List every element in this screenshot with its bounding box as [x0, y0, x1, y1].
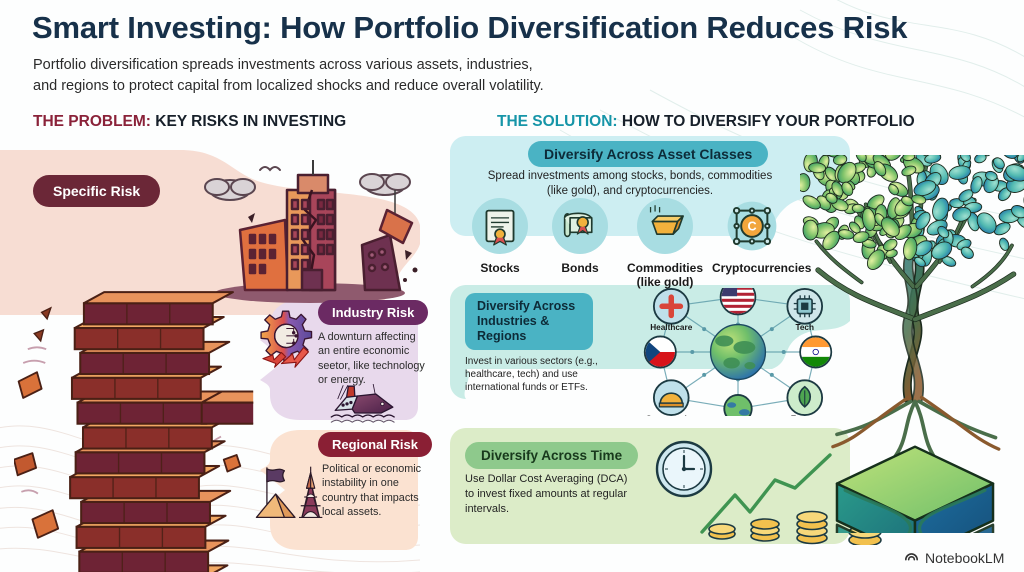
svg-text:Healthcare: Healthcare: [650, 323, 692, 332]
svg-text:C: C: [747, 220, 756, 234]
svg-text:Construction: Construction: [646, 414, 697, 416]
